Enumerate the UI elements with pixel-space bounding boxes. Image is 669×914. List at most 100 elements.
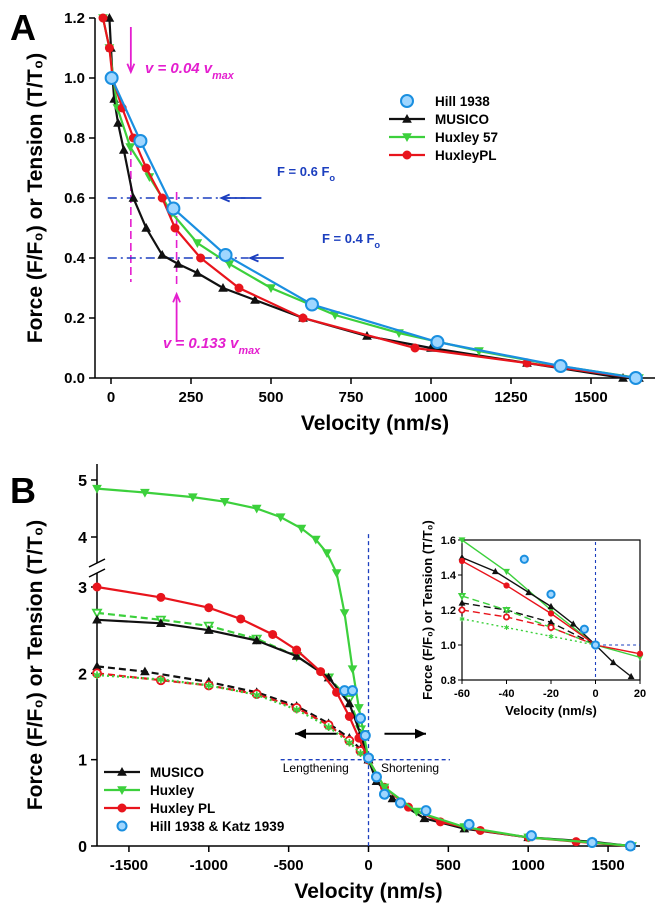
panel-b-point-musico (156, 618, 166, 627)
inset-point--e8141c-solid (547, 610, 555, 617)
x-tick-label: -40 (499, 688, 515, 700)
x-tick-label: 1500 (591, 857, 624, 874)
panel-label-b: B (10, 470, 36, 511)
panel-b-chart: -1500 -1000 -500 0 500 1000 1500 0 1 2 3 4 5 Velocity… (24, 464, 640, 903)
panel-a-line-hill-1938 (110, 77, 636, 380)
panel-a-point-hill-1938 (218, 248, 233, 262)
panel-b-point-huxley (275, 513, 286, 523)
panel-b-point-huxley (331, 569, 342, 579)
panel-b-point-hill-1938-katz-1939 (586, 837, 598, 849)
inset-point--3cd03c-dotted: ✱ (548, 633, 554, 641)
panel-b-point-musico (203, 625, 214, 634)
inset-line--e8141c-dashed (462, 609, 596, 646)
panel-b-point-huxley (322, 549, 332, 559)
legend-label: MUSICO (150, 765, 204, 780)
panel-b-point-huxley (219, 497, 230, 507)
x-tick-label: 20 (634, 688, 646, 700)
legend-label: Huxley 57 (435, 130, 498, 145)
y-tick-label: 1.6 (441, 535, 456, 547)
x-tick-label: -1500 (110, 857, 148, 874)
panel-b-point-hill-1938-katz-1939 (359, 729, 371, 741)
panel-b-point-huxley-pl (292, 645, 302, 655)
panel-b-axes: -1500 -1000 -500 0 500 1000 1500 0 1 2 3 4 5 Velocity… (24, 464, 640, 903)
x-axis-title: Velocity (nm/s) (505, 703, 597, 718)
y-axis-title: Force (F/F₀) or Tension (T/T₀) (420, 520, 435, 700)
panel-b-point--111111-dashed (140, 666, 150, 676)
panel-a-point-huxley-57 (125, 143, 136, 153)
panel-a-point-huxleypl (234, 283, 244, 293)
inset-line--111111-dashed (462, 602, 596, 646)
x-tick-label: 0 (364, 857, 372, 874)
panel-a-point-musico (157, 249, 168, 259)
panel-a-point-huxleypl (298, 313, 308, 323)
inset-point--111111-solid (547, 602, 555, 610)
x-tick-label: -1000 (190, 857, 228, 874)
y-tick-label: 1.2 (64, 10, 85, 27)
inset-point--111111-dashed (458, 599, 466, 606)
inset-axes: -60 -40 -20 0 20 0.8 1.0 1.2 1.4 1.6 Velocity (nm/… (420, 520, 646, 718)
panel-b-point-musico (251, 635, 262, 645)
inset-point--e8141c-solid (636, 650, 644, 657)
panel-b-point--3cd03c-dashed (91, 608, 103, 619)
panel-a-axes: 0 250 500 750 1000 1250 1500 0.0 0.2 0.4 0.6 0.8 1.0… (24, 10, 655, 435)
x-tick-label: 1500 (574, 389, 607, 406)
legend-marker (117, 786, 127, 796)
panel-a-point-huxleypl (104, 43, 114, 53)
panel-b-point-huxley (347, 665, 358, 675)
panel-a-series (98, 12, 644, 385)
y-tick-label: 1.4 (441, 570, 457, 582)
panel-b-point-hill-1938-katz-1939 (363, 752, 374, 764)
panel-b-point--3cd03c-dotted: ✱ (204, 681, 213, 692)
panel-b-point-huxley (92, 484, 102, 494)
inset-point--3cd03c-dashed (502, 607, 511, 615)
inset-point--111111-solid (627, 672, 635, 680)
panel-a-point-musico (113, 117, 123, 127)
arrow-vmax-0-133-head (172, 291, 181, 303)
lengthening-label: Lengthening (283, 761, 349, 775)
legend-marker (117, 803, 127, 813)
legend-label: HuxleyPL (435, 148, 497, 163)
panel-a-point-huxleypl (98, 13, 108, 23)
panel-b-point-musico (387, 793, 398, 803)
x-tick-label: -60 (454, 688, 470, 700)
y-tick-label: 0.8 (64, 130, 85, 147)
axis-break-mark (88, 558, 106, 568)
panel-b-point-huxley (140, 488, 150, 498)
y-tick-label: 1.0 (441, 640, 456, 652)
inset-point--e8141c-dashed (547, 624, 555, 632)
legend-marker (400, 94, 414, 108)
x-axis-title: Velocity (nm/s) (294, 880, 442, 903)
x-tick-label: 500 (436, 857, 461, 874)
y-tick-label: 0.8 (441, 675, 456, 687)
panel-a-point-musico (192, 267, 203, 277)
x-tick-label: 0 (107, 389, 115, 406)
panel-b-inset-chart: -60 -40 -20 0 20 0.8 1.0 1.2 1.4 1.6 Velocity (nm/… (420, 520, 646, 718)
panel-b-point-huxley (296, 524, 307, 534)
x-tick-label: 250 (178, 389, 203, 406)
panel-a-point-musico (118, 144, 129, 154)
inset-point--e8141c-solid (503, 582, 510, 589)
panel-b-point--3cd03c-dotted: ✱ (324, 723, 333, 734)
inset-series: ✱✱✱✱ (457, 537, 644, 680)
inset-point--111111-solid (491, 567, 499, 575)
panel-b-point--e8141c-dashed (92, 668, 102, 679)
panel-b-point-musico (419, 813, 430, 823)
panel-a-point-hill-1938 (628, 371, 643, 385)
panel-b-line--3cd03c-dashed (96, 611, 370, 760)
inset-point--e8141c-solid (458, 557, 466, 565)
inset-point--3cd03c-dashed (457, 593, 467, 601)
panel-b-point--3cd03c-dotted: ✱ (93, 671, 102, 682)
panel-b-point-musico (344, 698, 355, 708)
x-tick-label: 0 (592, 688, 598, 700)
legend-marker (117, 766, 127, 776)
panel-b-point--3cd03c-dotted: ✱ (345, 738, 354, 749)
inset-point--3cd03c-solid (503, 568, 510, 576)
panel-b-point-huxley (310, 535, 321, 545)
panel-a-annotations: v = 0.04 vmax v = 0.133 vmax F = 0.6 Fo F =… (126, 27, 380, 357)
panel-a-point-huxleypl (141, 163, 151, 173)
x-tick-label: 500 (258, 389, 283, 406)
panel-a-point-hill-1938 (430, 335, 445, 349)
panel-a-point-huxley-57 (192, 239, 203, 249)
x-tick-label: 1000 (414, 389, 447, 406)
legend-marker (402, 150, 412, 160)
